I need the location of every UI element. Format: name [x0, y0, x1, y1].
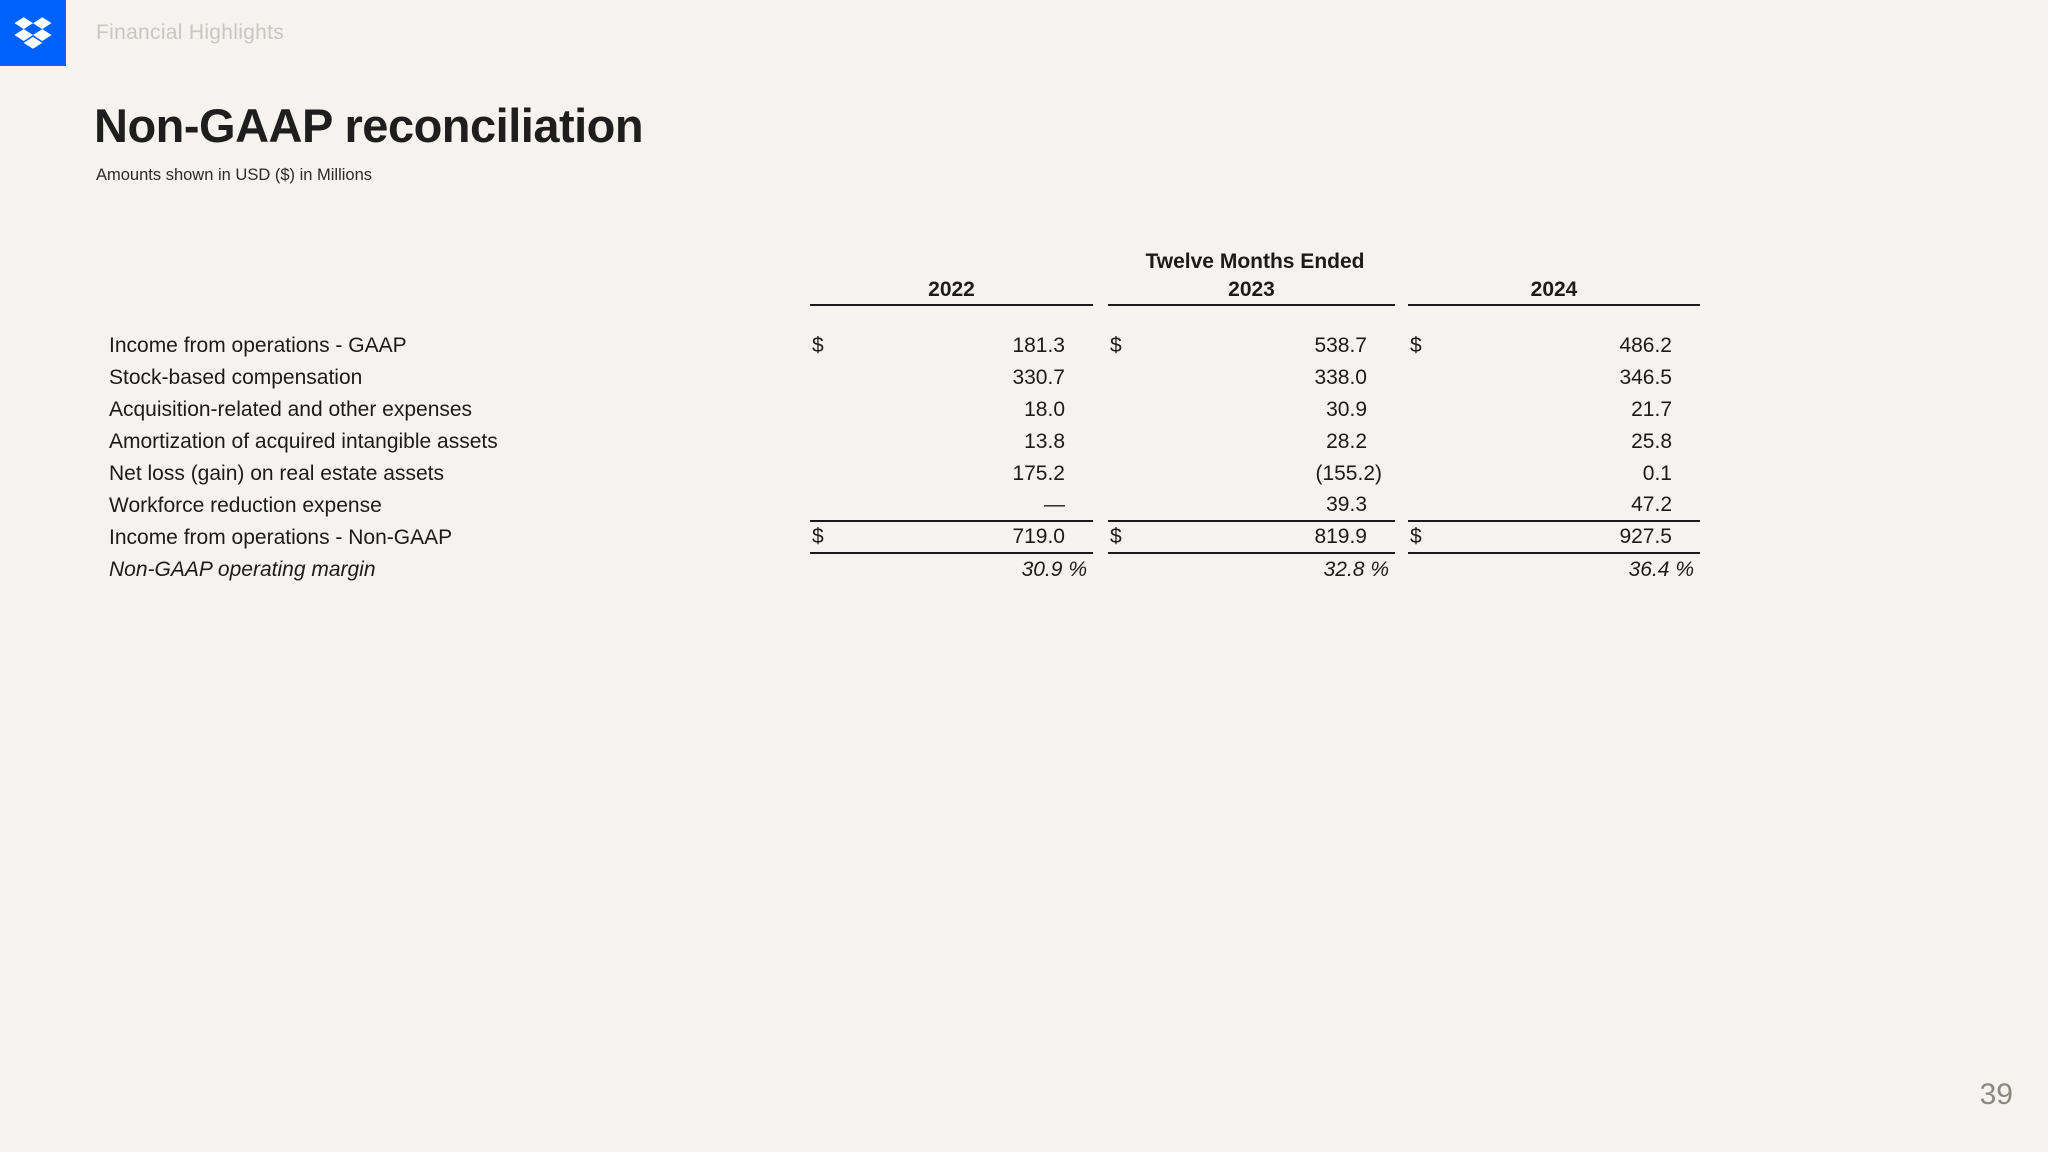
cell-value: 36.4 %: [1628, 558, 1694, 581]
page-title: Non-GAAP reconciliation: [94, 99, 644, 152]
dropbox-logo: [0, 0, 66, 66]
value-cell: $719.0: [810, 522, 1093, 554]
value-cell: $181.3: [810, 330, 1093, 362]
cell-value: 538.7: [1314, 334, 1367, 357]
dollar-sign: $: [1110, 525, 1122, 548]
value-cell: 0.1: [1408, 458, 1700, 490]
page-number: 39: [1979, 1078, 2013, 1111]
dollar-sign: $: [1110, 334, 1122, 357]
cell-value: (155.2): [1315, 462, 1382, 485]
row-label: Non-GAAP operating margin: [109, 558, 376, 581]
cell-value: 0.1: [1642, 462, 1672, 485]
value-cell: (155.2): [1108, 458, 1395, 490]
value-cell: 175.2: [810, 458, 1093, 490]
cell-value: 13.8: [1024, 430, 1065, 453]
value-cell: 39.3: [1108, 490, 1395, 522]
page-subtitle: Amounts shown in USD ($) in Millions: [96, 166, 373, 184]
value-cell: —: [810, 490, 1093, 522]
row-label: Stock-based compensation: [109, 366, 363, 389]
value-cell: 346.5: [1408, 362, 1700, 394]
breadcrumb: Financial Highlights: [96, 21, 285, 44]
cell-value: 819.9: [1314, 525, 1367, 548]
value-cell: 28.2: [1108, 426, 1395, 458]
value-cell: 18.0: [810, 394, 1093, 426]
row-label: Workforce reduction expense: [109, 494, 382, 517]
row-label: Amortization of acquired intangible asse…: [109, 430, 498, 453]
value-cell: 36.4 %: [1408, 554, 1700, 586]
row-label: Income from operations - GAAP: [109, 334, 407, 357]
value-cell: 47.2: [1408, 490, 1700, 522]
cell-value: 486.2: [1619, 334, 1672, 357]
value-cell: $927.5: [1408, 522, 1700, 554]
dropbox-icon: [14, 15, 52, 51]
year-header-2023: 2023: [1108, 276, 1395, 306]
dollar-sign: $: [812, 334, 824, 357]
cell-value: 32.8 %: [1323, 558, 1389, 581]
cell-value: 175.2: [1012, 462, 1065, 485]
cell-value: 25.8: [1631, 430, 1672, 453]
cell-value: 21.7: [1631, 398, 1672, 421]
value-cell: 330.7: [810, 362, 1093, 394]
cell-value: 330.7: [1012, 366, 1065, 389]
cell-value: —: [1044, 493, 1065, 516]
cell-value: 346.5: [1619, 366, 1672, 389]
value-cell: 21.7: [1408, 394, 1700, 426]
cell-value: 30.9 %: [1021, 558, 1087, 581]
row-label: Acquisition-related and other expenses: [109, 398, 473, 421]
value-cell: $819.9: [1108, 522, 1395, 554]
cell-value: 39.3: [1326, 493, 1367, 516]
year-header-2022: 2022: [810, 276, 1093, 306]
value-cell: 30.9 %: [810, 554, 1093, 586]
value-cell: $538.7: [1108, 330, 1395, 362]
cell-value: 30.9: [1326, 398, 1367, 421]
cell-value: 181.3: [1012, 334, 1065, 357]
dollar-sign: $: [812, 525, 824, 548]
value-cell: 25.8: [1408, 426, 1700, 458]
value-cell: 30.9: [1108, 394, 1395, 426]
value-cell: 32.8 %: [1108, 554, 1395, 586]
value-cell: $486.2: [1408, 330, 1700, 362]
row-label: Net loss (gain) on real estate assets: [109, 462, 444, 485]
cell-value: 338.0: [1314, 366, 1367, 389]
financial-table: Twelve Months Ended 2022 2023 2024 Incom…: [108, 248, 1700, 586]
dollar-sign: $: [1410, 525, 1422, 548]
cell-value: 28.2: [1326, 430, 1367, 453]
value-cell: 13.8: [810, 426, 1093, 458]
cell-value: 47.2: [1631, 493, 1672, 516]
cell-value: 927.5: [1619, 525, 1672, 548]
year-header-2024: 2024: [1408, 276, 1700, 306]
table-group-header: Twelve Months Ended: [1145, 250, 1365, 273]
cell-value: 18.0: [1024, 398, 1065, 421]
dollar-sign: $: [1410, 334, 1422, 357]
value-cell: 338.0: [1108, 362, 1395, 394]
row-label: Income from operations - Non-GAAP: [109, 526, 453, 549]
cell-value: 719.0: [1012, 525, 1065, 548]
